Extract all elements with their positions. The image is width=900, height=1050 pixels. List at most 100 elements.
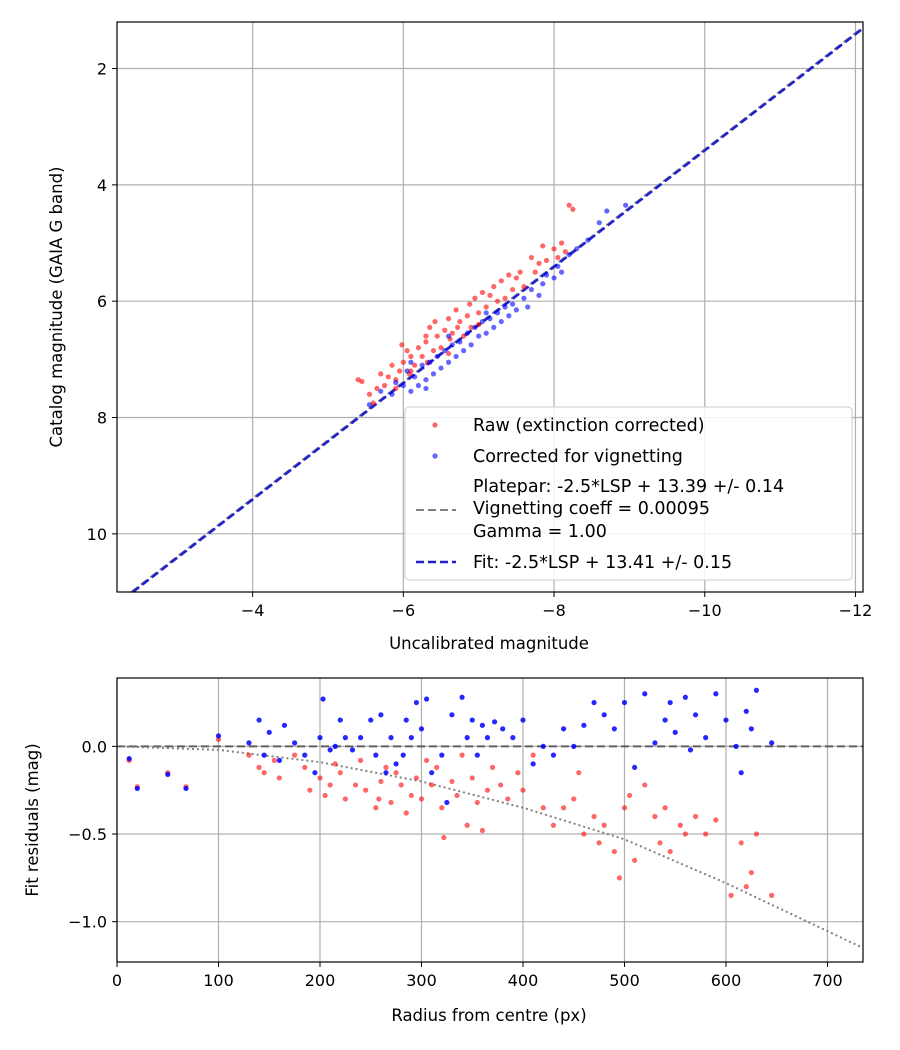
residual-corrected-point <box>418 726 425 732</box>
top-y-axis-label: Catalog magnitude (GAIA G band) <box>47 167 66 448</box>
residual-corrected-point <box>491 719 498 725</box>
raw-point <box>479 289 486 296</box>
raw-point <box>487 292 493 298</box>
residual-corrected-point <box>281 722 288 728</box>
raw-point <box>562 249 568 255</box>
residual-corrected-point <box>378 712 384 718</box>
residual-raw-series <box>126 736 775 898</box>
residual-raw-point <box>469 775 475 781</box>
residual-raw-point <box>626 792 633 799</box>
raw-point <box>491 284 497 290</box>
bottom-x-tick-label: 0 <box>112 971 122 990</box>
residual-corrected-point <box>261 752 267 758</box>
bottom-x-tick-label: 100 <box>203 971 234 990</box>
residual-corrected-point <box>449 712 455 718</box>
raw-point <box>449 330 455 336</box>
residual-raw-point <box>423 757 430 763</box>
residual-corrected-point <box>723 717 729 723</box>
residual-corrected-point <box>748 726 754 732</box>
corrected-point <box>408 359 414 365</box>
legend-fit-label: Fit: -2.5*LSP + 13.41 +/- 0.15 <box>473 553 732 573</box>
corrected-point <box>525 304 531 310</box>
residual-raw-point <box>439 805 445 811</box>
raw-point <box>408 368 414 374</box>
residual-raw-point <box>363 787 369 793</box>
residual-raw-point <box>418 796 425 802</box>
residual-raw-point <box>530 752 536 758</box>
raw-point <box>400 359 406 365</box>
residual-raw-point <box>474 799 480 806</box>
corrected-point <box>468 342 474 348</box>
residual-raw-point <box>408 792 414 799</box>
residual-corrected-point <box>753 687 760 693</box>
residual-corrected-point <box>444 799 450 806</box>
residual-raw-point <box>441 834 447 841</box>
legend-corrected-marker <box>432 453 438 459</box>
residual-corrected-point <box>317 735 323 741</box>
residual-corrected-point <box>429 770 435 776</box>
corrected-point <box>506 313 512 319</box>
residual-corrected-point <box>134 785 140 792</box>
residual-raw-point <box>261 770 267 776</box>
residual-raw-point <box>576 770 582 776</box>
residual-raw-point <box>571 796 577 802</box>
raw-point <box>540 243 546 249</box>
raw-point <box>543 257 550 264</box>
residual-corrected-point <box>743 708 749 714</box>
legend-platepar-label-2: Vignetting coeff = 0.00095 <box>473 499 710 519</box>
residual-raw-point <box>505 796 511 802</box>
raw-point <box>432 318 438 325</box>
corrected-point <box>464 330 470 336</box>
residual-corrected-point <box>349 747 356 753</box>
corrected-point <box>623 202 629 208</box>
residual-corrected-point <box>652 740 658 746</box>
top-plot-frame <box>116 21 864 593</box>
raw-point <box>404 348 410 354</box>
corrected-point <box>445 333 452 339</box>
residual-raw-point <box>307 787 313 793</box>
raw-point <box>558 240 565 246</box>
residual-corrected-point <box>571 743 577 749</box>
residual-corrected-point <box>769 740 775 746</box>
residual-corrected-point <box>403 717 409 723</box>
residual-raw-point <box>560 805 567 811</box>
residual-raw-point <box>393 770 399 776</box>
legend-platepar-label-1: Platepar: -2.5*LSP + 13.39 +/- 0.14 <box>473 477 784 497</box>
bottom-x-tick-label: 400 <box>508 971 539 990</box>
residual-raw-point <box>682 831 688 837</box>
bottom-x-tick-label: 600 <box>711 971 742 990</box>
residual-corrected-point <box>601 712 607 718</box>
top-y-tick-label: 4 <box>97 176 107 195</box>
residual-raw-point <box>342 796 348 802</box>
corrected-point <box>449 342 455 348</box>
residual-raw-point <box>550 822 557 828</box>
residual-raw-point <box>743 884 749 890</box>
corrected-point <box>434 353 440 360</box>
residual-corrected-point <box>550 752 557 758</box>
residual-corrected-point <box>667 699 673 706</box>
residual-corrected-point <box>337 717 343 723</box>
residual-corrected-point <box>738 770 744 776</box>
corrected-point <box>423 377 429 383</box>
residual-raw-point <box>611 848 617 855</box>
residual-corrected-point <box>183 785 189 792</box>
residual-corrected-point <box>560 726 567 732</box>
residual-corrected-point <box>215 733 222 739</box>
raw-point <box>434 333 440 339</box>
residual-raw-point <box>464 822 470 828</box>
residual-raw-point <box>327 782 333 788</box>
residual-corrected-point <box>591 699 597 706</box>
bottom-x-tick-label: 700 <box>812 971 843 990</box>
bottom-y-axis-label: Fit residuals (mag) <box>23 743 42 896</box>
raw-point <box>419 353 425 360</box>
corrected-point <box>540 281 546 287</box>
top-x-tick-label: −10 <box>688 601 722 620</box>
residual-raw-point <box>728 892 734 898</box>
residual-corrected-point <box>312 770 318 776</box>
residual-corrected-point <box>413 699 420 706</box>
raw-point <box>528 254 535 261</box>
top-y-tick-label: 2 <box>97 60 107 79</box>
corrected-point <box>536 292 542 298</box>
raw-point <box>506 272 512 278</box>
residual-corrected-point <box>368 717 374 723</box>
